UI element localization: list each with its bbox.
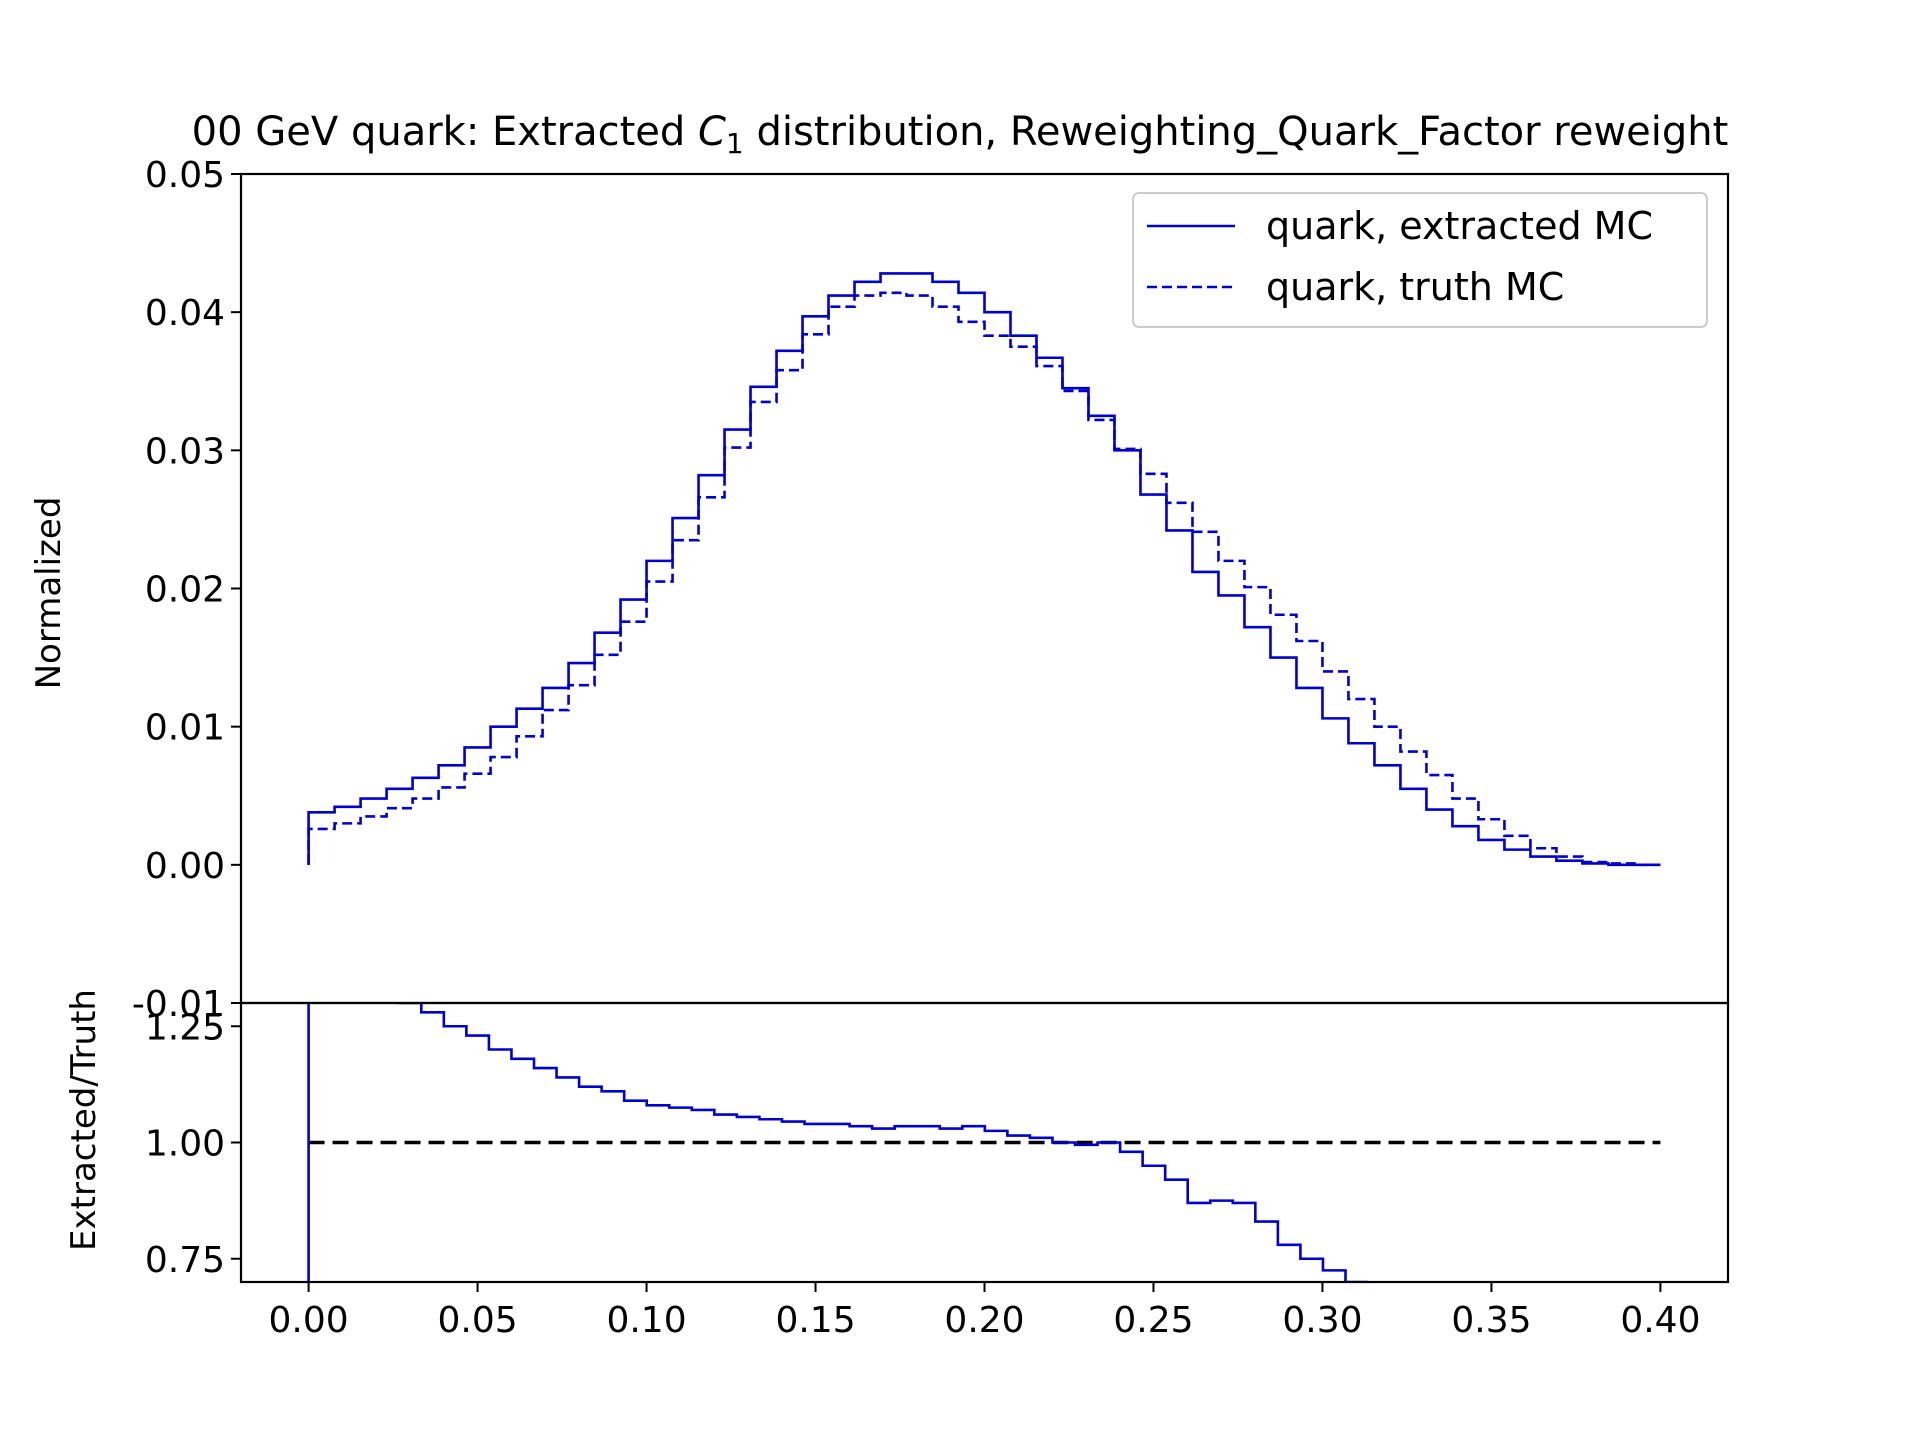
legend-truth-label: quark, truth MC [1266, 265, 1564, 309]
title-prefix: 00 GeV quark: Extracted [192, 109, 698, 155]
main-ylabel: Normalized [29, 497, 69, 690]
title-subscript: 1 [726, 127, 744, 160]
ratio-panel: 0.75 1.00 1.25 0.00 0.05 0.10 0.15 0.20 0.25 0.30… [145, 1001, 1730, 1341]
legend-box [1132, 192, 1708, 328]
ratio-xtick-label: 0.00 [269, 1300, 349, 1341]
main-ytick-label: 0.05 [145, 155, 225, 196]
main-ytick-label: 0.03 [145, 431, 225, 472]
ratio-xtick-label: 0.30 [1282, 1300, 1362, 1341]
ratio-xtick-label: 0.25 [1113, 1300, 1193, 1341]
ratio-xtick-label: 0.05 [437, 1300, 517, 1341]
chart-title: 00 GeV quark: Extracted C1 distribution,… [192, 109, 1729, 160]
legend: quark, extracted MC quark, truth MC [1132, 192, 1708, 328]
ratio-ylabel: Extracted/Truth [64, 989, 104, 1251]
ratio-ytick-label: 1.25 [145, 1007, 225, 1048]
main-ytick-label: 0.00 [145, 846, 225, 887]
ratio-axes-frame [239, 1001, 1730, 1284]
legend-extracted-label: quark, extracted MC [1266, 204, 1653, 248]
ratio-xtick-label: 0.15 [775, 1300, 855, 1341]
ratio-ytick-label: 0.75 [145, 1240, 225, 1281]
title-suffix: distribution, Reweighting_Quark_Factor r… [744, 109, 1729, 155]
ratio-series-line [307, 1003, 1369, 1282]
main-panel: 0.00 0.01 0.02 0.03 0.04 0.05 -0.01 [132, 155, 1730, 1025]
main-ytick-label: 0.04 [145, 293, 225, 334]
ratio-xtick-label: 0.40 [1620, 1300, 1700, 1341]
series-extracted-line [307, 272, 1661, 867]
main-ytick-label: -0.01 [132, 984, 225, 1025]
ratio-ytick-label: 1.00 [145, 1124, 225, 1165]
main-ytick-label: 0.01 [145, 708, 225, 749]
ratio-xtick-label: 0.20 [944, 1300, 1024, 1341]
title-symbol: C [698, 109, 726, 155]
main-ytick-label: 0.02 [145, 570, 225, 611]
ratio-xtick-label: 0.35 [1451, 1300, 1531, 1341]
ratio-xtick-label: 0.10 [606, 1300, 686, 1341]
series-truth-line [307, 291, 1661, 867]
